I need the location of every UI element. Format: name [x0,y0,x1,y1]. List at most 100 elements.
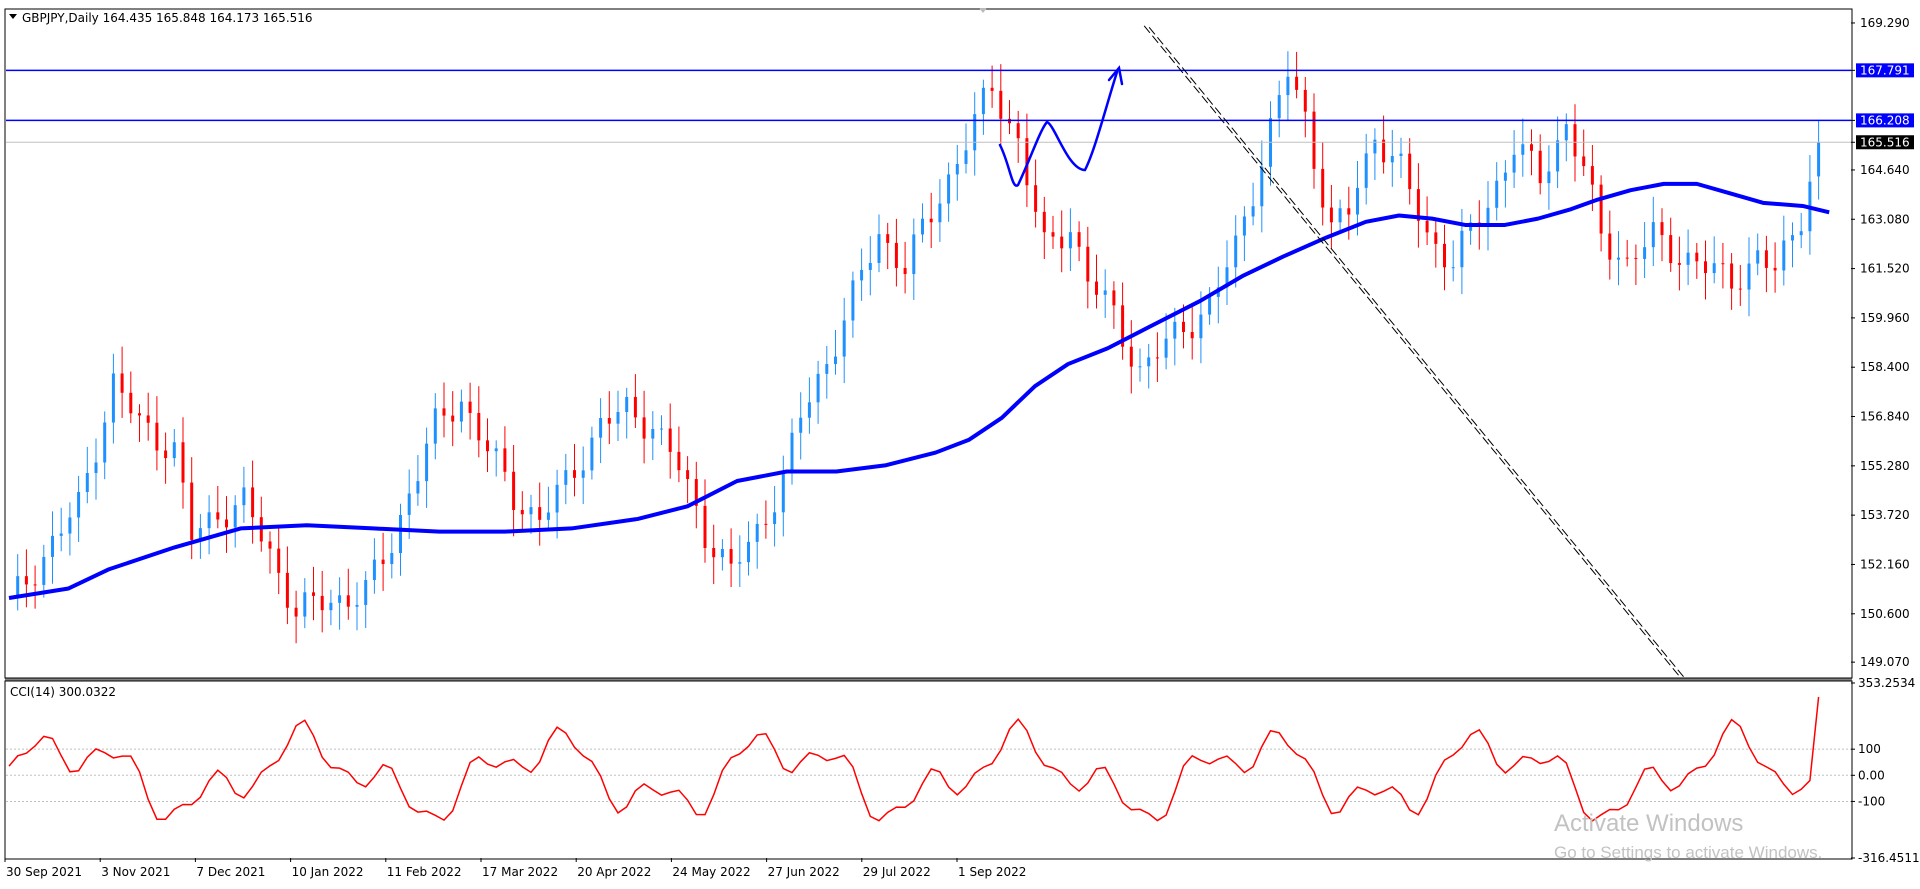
candle-body [1782,240,1786,271]
candle-body [886,234,890,243]
candle-body [1164,338,1168,358]
chart-shift-marker[interactable] [979,8,987,13]
candle-body [1155,357,1159,359]
price-tick-label: 163.080 [1860,212,1910,226]
activate-windows-subtitle: Go to Settings to activate Windows. [1554,843,1822,862]
candle-body [294,607,298,617]
candle-body [451,415,455,422]
candle-body [764,523,768,525]
candle-body [503,448,507,472]
candle-body [981,87,985,115]
candle-body [1399,153,1403,156]
candle-body [1051,232,1055,237]
time-tick-label: 10 Jan 2022 [292,865,364,879]
candle-body [686,470,690,480]
symbol-header: GBPJPY,Daily 164.435 165.848 164.173 165… [22,11,313,25]
candle-body [1530,144,1533,151]
candle-body [781,472,785,513]
price-tick-label: 156.840 [1860,410,1910,424]
price-tick-label: 159.960 [1860,311,1910,325]
candle-body [1721,263,1725,265]
candle-body [660,428,663,430]
time-tick-label: 27 Jun 2022 [768,865,840,879]
time-tick-label: 1 Sep 2022 [958,865,1026,879]
candle-body [16,576,20,597]
candle-body [999,90,1003,119]
trendline-dashed-1[interactable] [1143,25,1681,678]
price-axis: 169.290 167.791 166.208 165.516 164.640 163.0… [1851,16,1914,669]
candle-body [668,428,672,452]
candle-body [1503,172,1507,181]
candle-body [1356,187,1359,215]
candle-body [894,242,898,268]
trendline-dashed-2[interactable] [1148,26,1686,679]
symbol-dropdown-icon[interactable] [9,14,17,19]
candle-body [573,470,576,478]
candle-body [1425,220,1429,233]
candle-body [903,267,907,275]
candle-body [1625,257,1629,259]
price-tick-label: 158.400 [1860,360,1910,374]
candle-body [225,519,228,528]
candle-body [755,523,759,542]
price-plot-area [6,25,1851,679]
level-price-label: 167.791 [1860,63,1910,77]
candle-body [1338,208,1342,223]
candle-body [825,364,829,374]
candle-body [616,411,620,424]
candle-body [1704,261,1707,274]
candle-body [868,262,872,270]
candle-body [129,392,133,414]
candle-body [251,487,255,518]
candle-body [338,595,342,603]
candle-body [1756,250,1760,264]
candle-body [807,402,811,418]
candle-body [381,559,385,565]
candle-body [1695,252,1699,262]
level-price-label: 166.208 [1860,113,1910,127]
candle-body [416,481,420,494]
indicator-label: CCI(14) 300.0322 [10,685,116,699]
candle-body [1416,189,1420,221]
candle-body [1651,222,1655,248]
candle-body [1060,236,1064,249]
candle-body [1582,156,1586,167]
candle-body [1025,138,1029,186]
time-tick-label: 29 Jul 2022 [863,865,931,879]
candle-body [68,517,72,534]
candle-body [877,234,881,263]
candle-body [355,604,359,607]
price-tick-label: 150.600 [1860,607,1910,621]
candle-body [546,512,550,520]
candle-body [712,547,716,558]
candle-body [1669,235,1673,264]
candle-body [59,533,63,536]
candle-body [390,553,394,565]
candle-body [1312,111,1316,169]
price-tick-label: 164.640 [1860,163,1910,177]
candle-body [1660,222,1664,236]
candle-body [938,203,942,223]
candle-body [33,584,37,586]
price-tick-label: 149.070 [1860,655,1910,669]
candle-body [790,432,794,473]
candle-body [146,415,150,423]
candle-body [85,473,89,492]
candle-body [198,528,202,541]
candle-body [1016,123,1020,139]
candle-body [564,470,568,485]
level-price-tag [1856,63,1914,78]
candle-body [1686,252,1690,265]
candle-body [1129,346,1133,367]
time-tick-label: 17 Mar 2022 [482,865,558,879]
price-tick-label: 169.290 [1860,16,1910,30]
candle-body [1103,290,1107,295]
candle-body [312,592,315,596]
candle-body [164,450,168,459]
candle-body [1486,207,1490,227]
candle-body [677,451,681,471]
candle-body [512,471,516,510]
hand-drawn-projection[interactable] [998,70,1119,187]
candle-body [1738,288,1742,290]
